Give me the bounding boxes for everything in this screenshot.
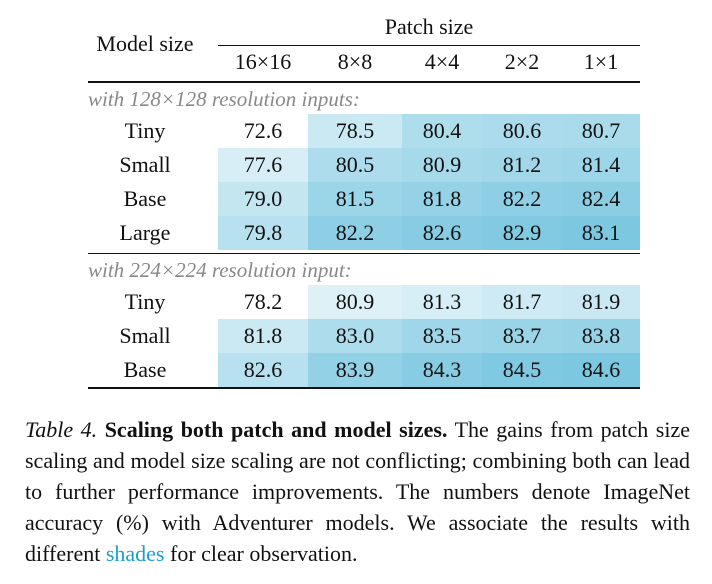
header-patch: 2×2 — [504, 49, 540, 74]
table-cell: 80.9 — [308, 285, 402, 319]
table-cell: 80.7 — [562, 114, 640, 148]
table-cell: 78.2 — [218, 285, 308, 319]
table-cell: 77.6 — [218, 148, 308, 182]
table-cell: 80.9 — [402, 148, 482, 182]
table-cell: 83.9 — [308, 353, 402, 387]
caption: Table 4. Scaling both patch and model si… — [25, 414, 690, 569]
table-cell: 79.8 — [218, 216, 308, 250]
table-cell: 81.2 — [482, 148, 562, 182]
table-cell: 80.5 — [308, 148, 402, 182]
table-cell: 83.7 — [482, 319, 562, 353]
table-cell: 81.5 — [308, 182, 402, 216]
table-cell: 83.1 — [562, 216, 640, 250]
table-cell: 82.6 — [402, 216, 482, 250]
table-cell: 82.9 — [482, 216, 562, 250]
table-cell: 81.9 — [562, 285, 640, 319]
header-model-size: Model size — [96, 31, 194, 56]
section-label: with 128×128 resolution inputs: — [88, 87, 360, 111]
caption-text: for clear observation. — [170, 541, 358, 566]
table-cell: 81.7 — [482, 285, 562, 319]
header-patch: 16×16 — [234, 49, 292, 74]
model-name: Small — [119, 152, 171, 177]
table-cell: 83.8 — [562, 319, 640, 353]
model-name: Base — [123, 357, 167, 382]
header-patch-size: Patch size — [384, 14, 474, 39]
table-cell: 82.4 — [562, 182, 640, 216]
table-cell: 79.0 — [218, 182, 308, 216]
table-cell: 83.5 — [402, 319, 482, 353]
header-patch: 4×4 — [424, 49, 460, 74]
header-patch: 1×1 — [583, 49, 619, 74]
caption-label: Table 4. — [25, 417, 98, 442]
caption-highlight: shades — [105, 541, 165, 566]
table-cell: 84.6 — [562, 353, 640, 387]
model-name: Tiny — [124, 118, 166, 143]
caption-text: The gains from patch size scaling and mo… — [25, 417, 690, 566]
model-name: Tiny — [124, 289, 166, 314]
table-cell: 78.5 — [308, 114, 402, 148]
table-cell: 82.2 — [482, 182, 562, 216]
table-cell: 84.3 — [402, 353, 482, 387]
table-cell: 81.8 — [402, 182, 482, 216]
header-patch: 8×8 — [337, 49, 373, 74]
rule — [88, 253, 640, 254]
table-cell: 80.4 — [402, 114, 482, 148]
rule — [218, 45, 640, 46]
table-cell: 82.2 — [308, 216, 402, 250]
model-name: Large — [119, 220, 171, 245]
table-cell: 83.0 — [308, 319, 402, 353]
model-name: Base — [123, 186, 167, 211]
table-cell: 84.5 — [482, 353, 562, 387]
table-cell: 81.8 — [218, 319, 308, 353]
rule — [88, 81, 640, 83]
table-cell: 72.6 — [218, 114, 308, 148]
rule — [88, 387, 640, 389]
table-cell: 80.6 — [482, 114, 562, 148]
table-cell: 82.6 — [218, 353, 308, 387]
section-label: with 224×224 resolution input: — [88, 258, 352, 282]
model-name: Small — [119, 323, 171, 348]
table-cell: 81.4 — [562, 148, 640, 182]
table-cell: 81.3 — [402, 285, 482, 319]
caption-title: Scaling both patch and model sizes. — [104, 417, 448, 442]
